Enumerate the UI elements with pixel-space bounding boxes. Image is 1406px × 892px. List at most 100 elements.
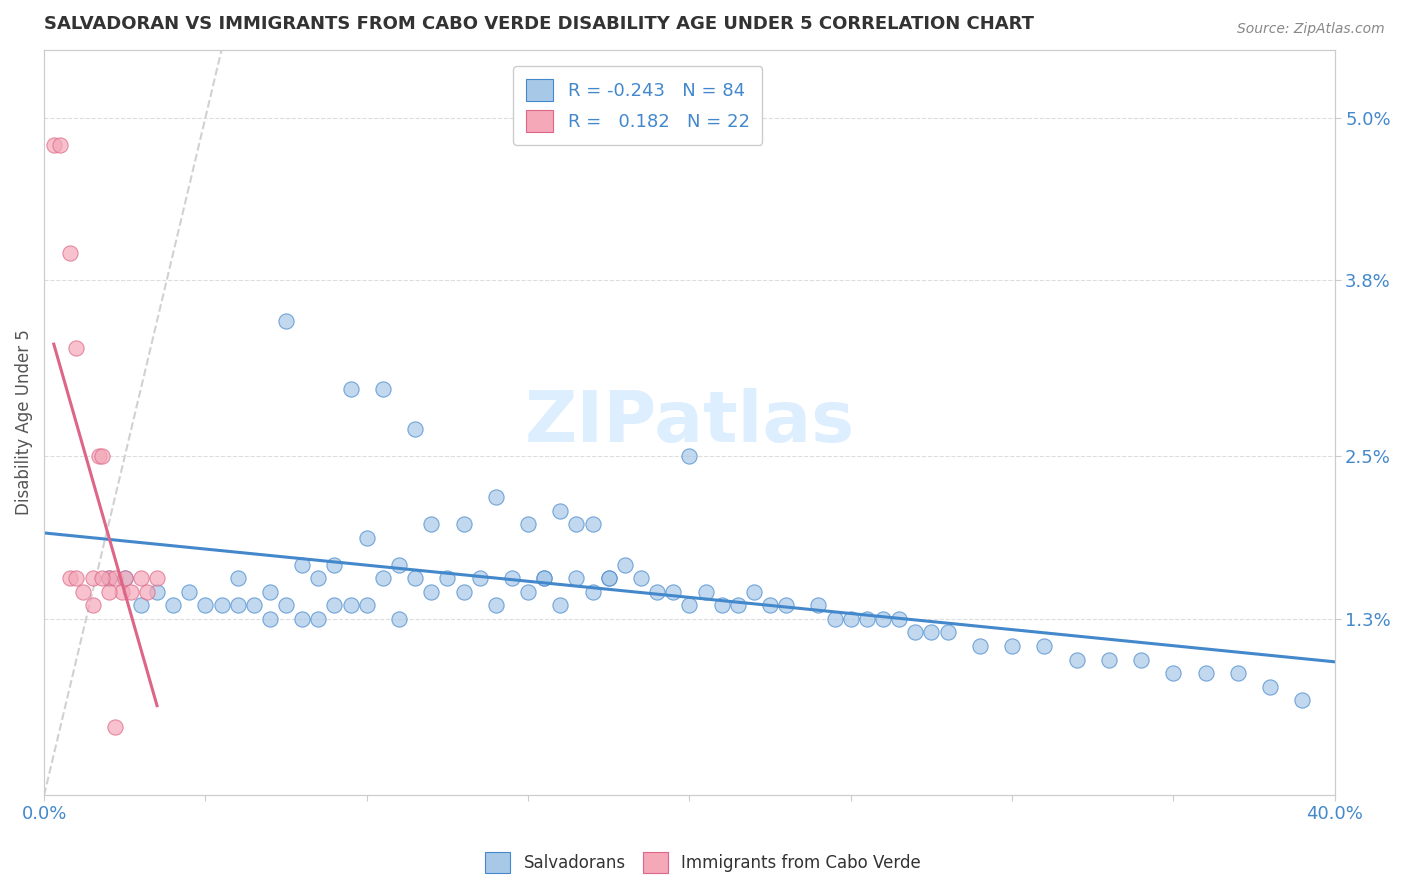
Point: [91, 450, 114, 464]
Point: [1291, 693, 1313, 707]
Point: [807, 599, 830, 613]
Point: [1258, 680, 1281, 694]
Point: [87, 450, 110, 464]
Point: [872, 612, 894, 626]
Point: [1226, 666, 1249, 681]
Point: [129, 599, 152, 613]
Point: [936, 625, 959, 640]
Point: [104, 720, 127, 734]
Point: [1130, 652, 1153, 666]
Point: [759, 599, 782, 613]
Point: [97, 571, 120, 585]
Point: [356, 599, 378, 613]
Point: [371, 382, 394, 396]
Point: [420, 517, 443, 532]
Point: [274, 314, 297, 328]
Point: [104, 571, 127, 585]
Legend: R = -0.243   N = 84, R =   0.182   N = 22: R = -0.243 N = 84, R = 0.182 N = 22: [513, 66, 762, 145]
Point: [887, 612, 910, 626]
Point: [468, 571, 491, 585]
Point: [194, 599, 217, 613]
Point: [550, 503, 572, 517]
Point: [920, 625, 942, 640]
Point: [662, 584, 685, 599]
Point: [613, 558, 636, 572]
Point: [110, 584, 132, 599]
Point: [581, 517, 603, 532]
Point: [82, 571, 104, 585]
Point: [1098, 652, 1121, 666]
Point: [678, 599, 700, 613]
Point: [388, 558, 411, 572]
Point: [72, 584, 94, 599]
Point: [727, 599, 749, 613]
Point: [420, 584, 443, 599]
Point: [1001, 639, 1024, 653]
Point: [114, 571, 136, 585]
Point: [404, 422, 426, 436]
Point: [856, 612, 879, 626]
Point: [904, 625, 927, 640]
Point: [501, 571, 523, 585]
Point: [65, 341, 87, 355]
Point: [146, 584, 169, 599]
Point: [114, 571, 136, 585]
Point: [339, 382, 361, 396]
Point: [120, 584, 142, 599]
Point: [243, 599, 266, 613]
Point: [404, 571, 426, 585]
Point: [97, 571, 120, 585]
Point: [136, 584, 159, 599]
Text: Source: ZipAtlas.com: Source: ZipAtlas.com: [1237, 22, 1385, 37]
Point: [371, 571, 394, 585]
Point: [742, 584, 765, 599]
Point: [517, 584, 540, 599]
Point: [179, 584, 201, 599]
Point: [1195, 666, 1218, 681]
Point: [388, 612, 411, 626]
Point: [436, 571, 458, 585]
Point: [485, 490, 508, 504]
Point: [226, 599, 249, 613]
Point: [274, 599, 297, 613]
Point: [824, 612, 846, 626]
Point: [839, 612, 862, 626]
Point: [645, 584, 668, 599]
Point: [1163, 666, 1185, 681]
Point: [211, 599, 233, 613]
Point: [339, 599, 361, 613]
Point: [356, 531, 378, 545]
Point: [1066, 652, 1088, 666]
Point: [59, 571, 82, 585]
Point: [146, 571, 169, 585]
Point: [485, 599, 508, 613]
Point: [550, 599, 572, 613]
Point: [453, 517, 475, 532]
Point: [59, 246, 82, 260]
Point: [162, 599, 184, 613]
Point: [323, 558, 346, 572]
Point: [129, 571, 152, 585]
Point: [710, 599, 733, 613]
Point: [259, 612, 281, 626]
Point: [565, 571, 588, 585]
Point: [678, 450, 700, 464]
Point: [453, 584, 475, 599]
Point: [91, 571, 114, 585]
Point: [82, 599, 104, 613]
Point: [323, 599, 346, 613]
Point: [1033, 639, 1056, 653]
Point: [969, 639, 991, 653]
Point: [307, 571, 329, 585]
Point: [565, 517, 588, 532]
Text: ZIPatlas: ZIPatlas: [524, 388, 855, 457]
Point: [259, 584, 281, 599]
Point: [65, 571, 87, 585]
Point: [291, 558, 314, 572]
Point: [307, 612, 329, 626]
Point: [42, 137, 65, 152]
Point: [49, 137, 72, 152]
Point: [533, 571, 555, 585]
Point: [581, 584, 603, 599]
Y-axis label: Disability Age Under 5: Disability Age Under 5: [15, 329, 32, 516]
